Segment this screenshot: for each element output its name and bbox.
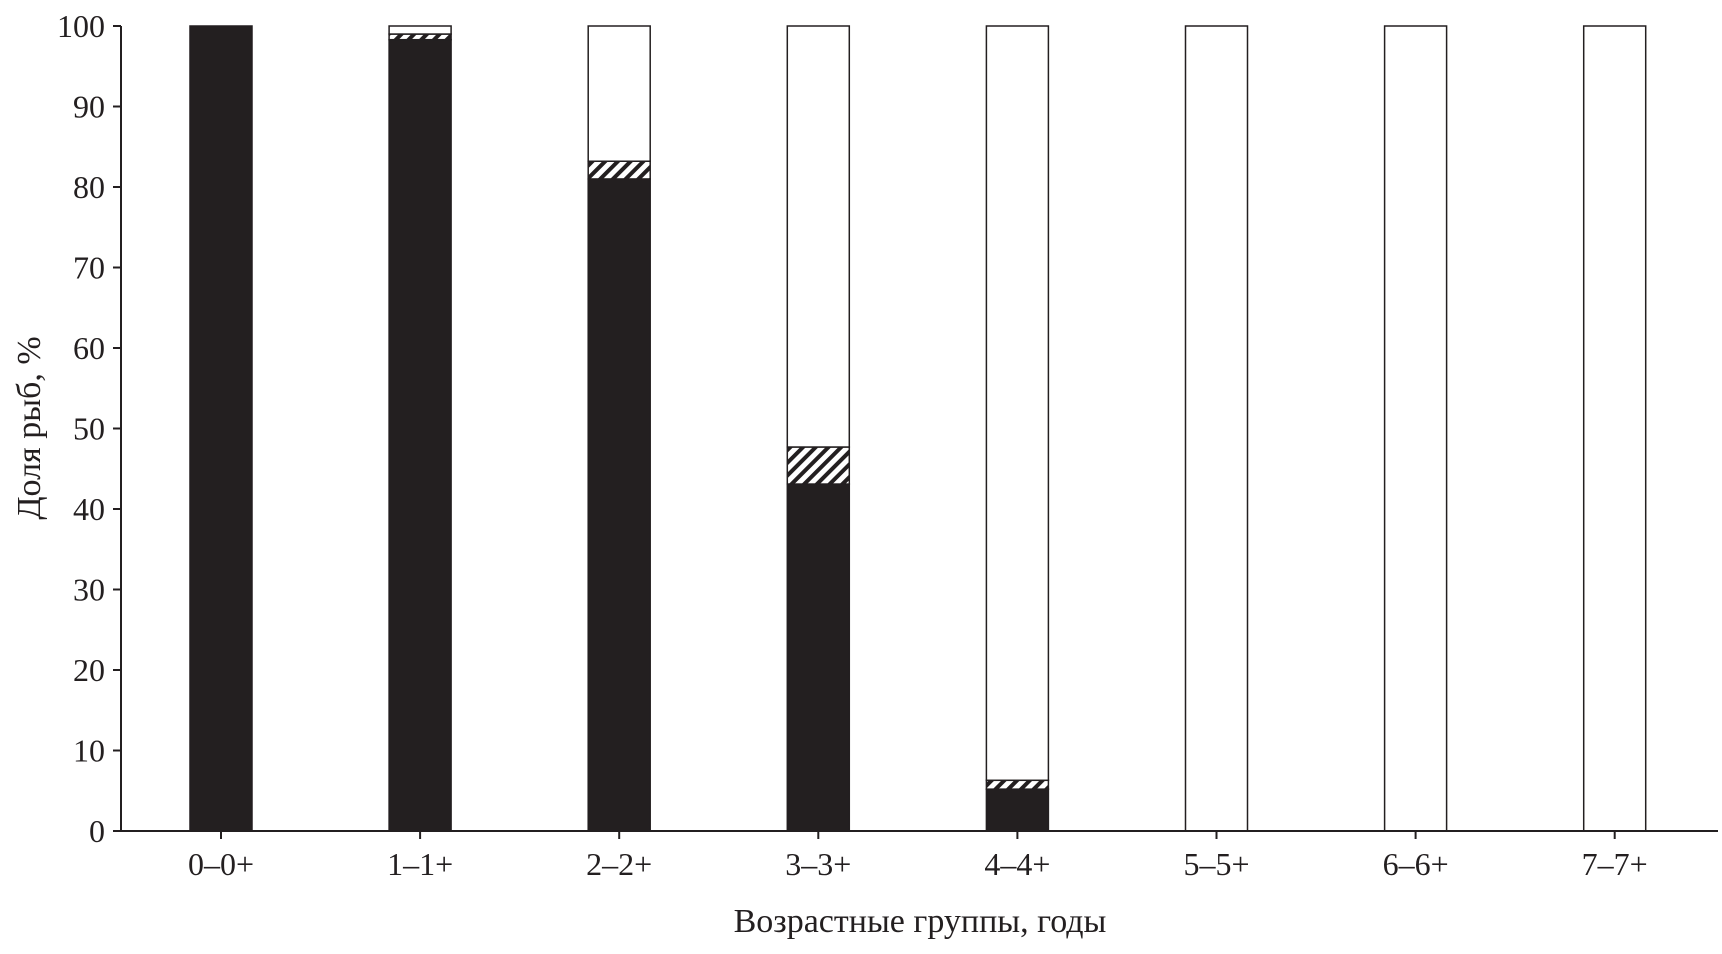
bar-segment-solid-black-3 [786,483,851,832]
x-axis-label: Возрастные группы, годы [734,903,1107,940]
y-tick-label: 90 [73,89,105,125]
y-tick-label: 100 [57,8,105,44]
x-tick-label: 0–0+ [188,846,254,882]
x-tick-label: 2–2+ [586,846,652,882]
x-tick-label: 7–7+ [1582,846,1648,882]
bar-segment-hatched-2 [587,160,651,180]
y-tick-label: 60 [73,330,105,366]
y-tick-label: 50 [73,411,105,447]
y-tick-label: 30 [73,572,105,608]
x-tick-label: 5–5+ [1183,846,1249,882]
bar-segment-solid-black-4 [985,788,1050,832]
x-tick-label: 3–3+ [785,846,851,882]
y-axis-label: Доля рыб, % [11,336,48,519]
bar-segment-solid-black-2 [587,178,651,832]
bars-group [189,25,1647,832]
y-tick-label: 40 [73,491,105,527]
x-ticks: 0–0+ 1–1+ 2–2+ 3–3+ 4–4+ 5–5+ 6–6+ 7–7+ [188,831,1648,882]
bar-segment-white-6 [1383,25,1448,832]
bar-segment-white-1 [388,25,452,35]
bar-segment-white-2 [587,25,651,162]
x-tick-label: 4–4+ [984,846,1050,882]
bar-segment-white-3 [786,25,851,448]
bar-segment-white-5 [1184,25,1249,832]
x-tick-label: 1–1+ [387,846,453,882]
bar-segment-hatched-4 [985,779,1050,790]
y-ticks: 0 10 20 30 40 50 60 70 80 90 100 [57,8,121,849]
bar-segment-white-7 [1582,25,1647,832]
bar-segment-solid-black-0 [189,25,253,832]
bar-segment-hatched-3 [786,446,851,485]
y-tick-label: 20 [73,652,105,688]
x-tick-label: 6–6+ [1383,846,1449,882]
bar-segment-hatched-1 [388,33,452,41]
y-tick-label: 80 [73,169,105,205]
y-tick-label: 10 [73,733,105,769]
y-tick-label: 0 [89,813,105,849]
bar-segment-white-4 [985,25,1050,782]
bar-segment-solid-black-1 [388,38,452,832]
y-tick-label: 70 [73,250,105,286]
